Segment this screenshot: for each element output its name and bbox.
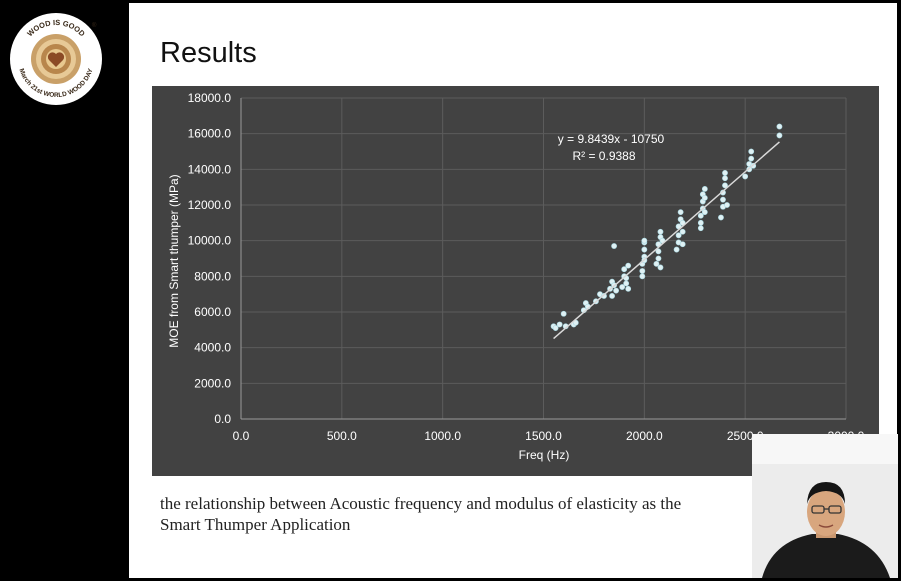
y-axis-label: MOE from Smart thumper (MPa) <box>167 174 181 347</box>
data-point <box>697 225 704 232</box>
data-point <box>720 196 726 203</box>
data-point <box>748 155 755 162</box>
data-point <box>679 241 686 248</box>
data-point <box>701 194 708 201</box>
data-point <box>724 202 730 208</box>
caption-line-2: Smart Thumper Application <box>160 515 351 534</box>
y-tick-label: 16000.0 <box>188 127 232 141</box>
data-point <box>679 228 686 235</box>
data-point <box>619 284 626 290</box>
data-point <box>701 186 708 192</box>
data-point <box>657 264 664 271</box>
data-point <box>673 246 680 253</box>
slide-caption: the relationship between Acoustic freque… <box>160 493 760 535</box>
data-point <box>697 212 704 219</box>
trendline-equation: y = 9.8439x - 10750 <box>558 132 665 146</box>
data-point <box>639 268 646 274</box>
data-point <box>639 273 646 280</box>
x-tick-label: 1000.0 <box>424 429 461 443</box>
presentation-slide: Results 0.0 2000.0 4000.0 6000.0 8000.0 10000… <box>129 3 897 578</box>
data-point <box>722 182 728 189</box>
y-tick-label: 10000.0 <box>188 234 232 248</box>
scatter-chart: 0.0 2000.0 4000.0 6000.0 8000.0 10000.0 12000.… <box>152 86 879 476</box>
y-tick-label: 6000.0 <box>194 305 231 319</box>
data-point <box>552 325 559 331</box>
chart-tick-labels: 0.0 2000.0 4000.0 6000.0 8000.0 10000.0 12000.… <box>188 91 865 443</box>
y-tick-label: 0.0 <box>214 412 231 426</box>
data-point <box>641 246 648 253</box>
presenter-webcam <box>752 434 898 578</box>
y-tick-label: 8000.0 <box>194 269 231 283</box>
data-point <box>742 173 749 180</box>
x-tick-label: 0.0 <box>233 429 250 443</box>
data-point <box>653 260 660 267</box>
data-point <box>677 209 684 216</box>
data-point <box>611 243 617 249</box>
world-wood-day-logo: WOOD IS GOOD March 21st WORLD WOOD DAY ® <box>9 12 103 106</box>
y-tick-label: 18000.0 <box>188 91 232 105</box>
data-point <box>657 228 664 235</box>
data-point <box>609 293 615 299</box>
data-point <box>623 280 630 287</box>
data-point <box>655 255 662 262</box>
heart-icon <box>47 52 65 67</box>
data-point <box>625 285 632 292</box>
trendline-r2: R² = 0.9388 <box>572 149 635 163</box>
chart-axes <box>240 98 846 420</box>
registered-mark: ® <box>92 22 97 29</box>
caption-line-1: the relationship between Acoustic freque… <box>160 494 682 513</box>
data-point <box>621 266 628 273</box>
y-tick-label: 2000.0 <box>194 376 231 390</box>
data-point <box>641 237 648 244</box>
data-point <box>625 262 632 269</box>
data-point <box>718 214 724 221</box>
data-point <box>776 132 783 139</box>
x-axis-label: Freq (Hz) <box>519 448 570 462</box>
data-point <box>722 175 728 182</box>
trendline <box>553 141 780 340</box>
data-point <box>697 219 704 226</box>
data-point <box>560 310 567 317</box>
presenter-video <box>752 434 898 578</box>
x-tick-label: 1500.0 <box>525 429 562 443</box>
data-point <box>613 287 619 294</box>
data-point <box>776 123 783 130</box>
y-tick-label: 12000.0 <box>188 198 232 212</box>
data-point <box>655 248 662 255</box>
chart-grid <box>241 97 847 419</box>
data-point <box>748 148 755 155</box>
data-point <box>675 232 682 239</box>
y-tick-label: 14000.0 <box>188 162 232 176</box>
slide-title: Results <box>160 37 257 69</box>
data-point <box>601 293 607 299</box>
x-tick-label: 2000.0 <box>626 429 663 443</box>
data-point <box>701 209 708 216</box>
y-tick-label: 4000.0 <box>194 341 231 355</box>
chart-svg: 0.0 2000.0 4000.0 6000.0 8000.0 10000.0 12000.… <box>167 91 865 462</box>
x-tick-label: 500.0 <box>327 429 357 443</box>
data-point <box>556 321 563 328</box>
data-point <box>722 170 728 176</box>
